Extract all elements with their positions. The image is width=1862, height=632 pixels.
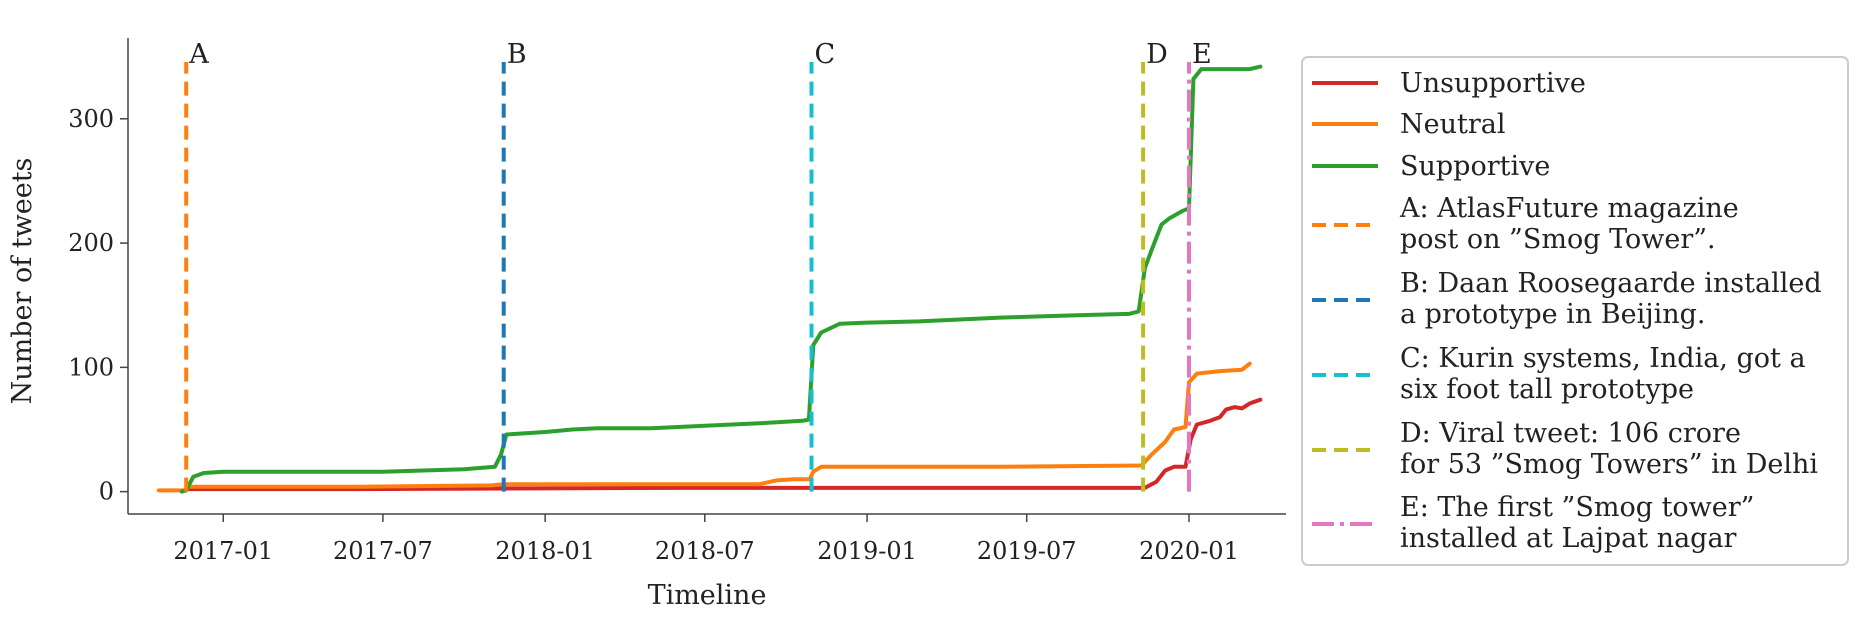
x-tick-label: 2019-01 [817, 537, 917, 565]
x-tick-label: 2017-01 [173, 537, 273, 565]
y-tick-label: 300 [68, 105, 114, 133]
legend-label-neutral: Neutral [1400, 109, 1505, 140]
event-label-c: C [815, 39, 836, 70]
legend-label-event-a: post on ”Smog Tower”. [1400, 224, 1716, 255]
legend-label-event-d: D: Viral tweet: 106 crore [1400, 418, 1741, 449]
x-tick-label: 2020-01 [1139, 537, 1239, 565]
legend-label-event-a: A: AtlasFuture magazine [1399, 193, 1739, 224]
legend-label-event-b: a prototype in Beijing. [1400, 299, 1706, 330]
legend-label-unsupportive: Unsupportive [1400, 68, 1586, 99]
event-label-b: B [507, 39, 527, 70]
legend-label-event-e: E: The first ”Smog tower” [1400, 492, 1754, 523]
legend: Unsupportive Neutral Supportive A: AtlasFut… [1301, 56, 1849, 566]
series-line-neutral [156, 361, 1252, 493]
series-line-supportive [179, 64, 1263, 494]
event-label-d: D [1146, 39, 1168, 70]
legend-label-event-c: six foot tall prototype [1400, 374, 1694, 405]
x-tick-label: 2017-07 [333, 537, 433, 565]
y-tick-label: 100 [68, 353, 114, 381]
legend-label-event-c: C: Kurin systems, India, got a [1400, 343, 1806, 374]
y-tick-label: 0 [99, 478, 114, 506]
x-tick-label: 2019-07 [977, 537, 1077, 565]
x-axis-title: Timeline [648, 580, 767, 611]
legend-label-event-b: B: Daan Roosegaarde installed [1400, 268, 1822, 299]
x-tick-label: 2018-07 [655, 537, 755, 565]
legend-label-supportive: Supportive [1400, 151, 1550, 182]
y-axis-title: Number of tweets [7, 158, 38, 405]
legend-label-event-d: for 53 ”Smog Towers” in Delhi [1400, 449, 1818, 480]
axes: 0 100 200 300 2017-01 2017-07 2018-01 2018-07 20… [7, 38, 1286, 611]
x-tick-label: 2018-01 [495, 537, 595, 565]
event-label-a: A [188, 39, 209, 70]
legend-label-event-e: installed at Lajpat nagar [1400, 523, 1737, 554]
y-tick-label: 200 [68, 229, 114, 257]
series-line-unsupportive [184, 397, 1263, 492]
legend-frame [1301, 56, 1849, 566]
event-label-e: E [1192, 39, 1212, 70]
